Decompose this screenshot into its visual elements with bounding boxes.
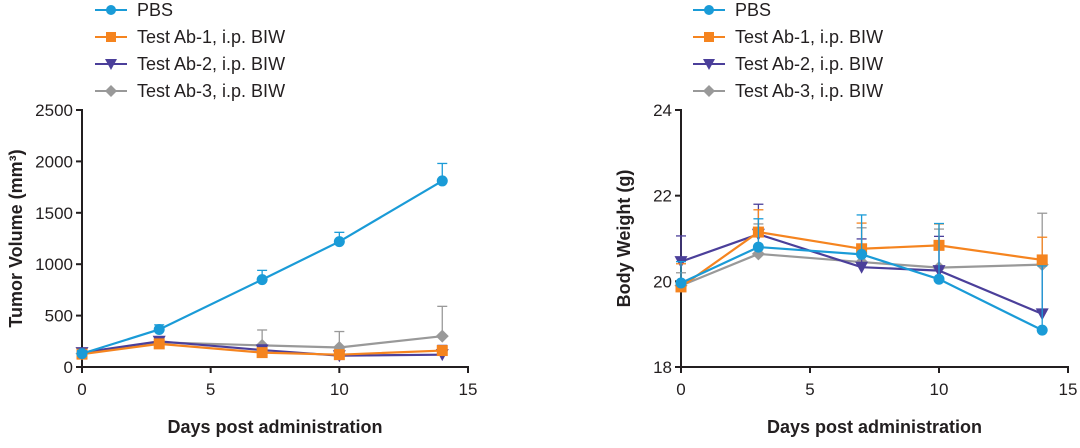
data-point [675, 277, 687, 289]
legend-marker-circle-icon [704, 5, 714, 15]
data-point [436, 345, 448, 357]
y-tick-label: 1500 [35, 204, 73, 223]
data-point [1036, 254, 1048, 266]
legend-marker-square-icon [106, 32, 116, 42]
legend-entry: PBS [95, 0, 173, 20]
x-tick-label: 5 [805, 380, 814, 399]
data-point [153, 323, 165, 335]
y-tick-label: 0 [64, 358, 73, 377]
x-tick-label: 15 [1059, 380, 1078, 399]
chart-panel-1: PBS Test Ab-1, i.p. BIW Test Ab-2, i.p. BI… [6, 0, 477, 437]
y-axis-label: Body Weight (g) [614, 170, 634, 308]
y-axis-label: Tumor Volume (mm³) [6, 149, 26, 327]
legend-entry: Test Ab-1, i.p. BIW [95, 27, 285, 47]
data-point [333, 236, 345, 248]
y-tick-label: 22 [653, 187, 672, 206]
legend-label: Test Ab-1, i.p. BIW [137, 27, 285, 47]
legend-entry: Test Ab-1, i.p. BIW [693, 27, 883, 47]
y-tick-label: 2000 [35, 152, 73, 171]
legend-label: PBS [137, 0, 173, 20]
series-pbs [675, 214, 1048, 336]
legend-label: Test Ab-1, i.p. BIW [735, 27, 883, 47]
data-point [752, 241, 764, 253]
legend-entry: Test Ab-3, i.p. BIW [95, 81, 285, 101]
legend-marker-triangle-down-icon [105, 59, 117, 70]
legend-entry: Test Ab-3, i.p. BIW [693, 81, 883, 101]
y-tick-label: 18 [653, 358, 672, 377]
data-point [436, 175, 448, 187]
x-tick-label: 0 [77, 380, 86, 399]
legend-label: Test Ab-2, i.p. BIW [735, 54, 883, 74]
y-tick-label: 20 [653, 272, 672, 291]
data-point [933, 273, 945, 285]
legend-marker-circle-icon [106, 5, 116, 15]
data-point [256, 274, 268, 286]
x-tick-label: 15 [459, 380, 478, 399]
x-tick-label: 10 [930, 380, 949, 399]
chart-panel-2: PBS Test Ab-1, i.p. BIW Test Ab-2, i.p. BI… [614, 0, 1077, 437]
y-tick-label: 2500 [35, 101, 73, 120]
data-point [256, 347, 268, 359]
legend-marker-triangle-down-icon [703, 59, 715, 70]
legend-marker-square-icon [704, 32, 714, 42]
data-point [1036, 324, 1048, 336]
legend-marker-diamond-icon [105, 85, 117, 97]
data-point [856, 248, 868, 260]
legend-label: Test Ab-2, i.p. BIW [137, 54, 285, 74]
series-line [81, 179, 443, 355]
data-point [855, 261, 869, 274]
data-point [333, 349, 345, 361]
x-tick-label: 5 [206, 380, 215, 399]
y-tick-label: 1000 [35, 255, 73, 274]
legend-entry: PBS [693, 0, 771, 20]
legend-marker-diamond-icon [703, 85, 715, 97]
data-point [153, 338, 165, 350]
x-tick-label: 0 [676, 380, 685, 399]
x-axis-label: Days post administration [767, 417, 982, 437]
x-tick-label: 10 [330, 380, 349, 399]
data-point [76, 348, 88, 360]
legend-label: Test Ab-3, i.p. BIW [137, 81, 285, 101]
series-pbs [76, 162, 448, 360]
legend-label: PBS [735, 0, 771, 20]
x-axis-label: Days post administration [167, 417, 382, 437]
legend-label: Test Ab-3, i.p. BIW [735, 81, 883, 101]
legend-entry: Test Ab-2, i.p. BIW [693, 54, 883, 74]
y-tick-label: 24 [653, 101, 672, 120]
data-point [435, 329, 449, 343]
y-tick-label: 500 [45, 307, 73, 326]
legend-entry: Test Ab-2, i.p. BIW [95, 54, 285, 74]
